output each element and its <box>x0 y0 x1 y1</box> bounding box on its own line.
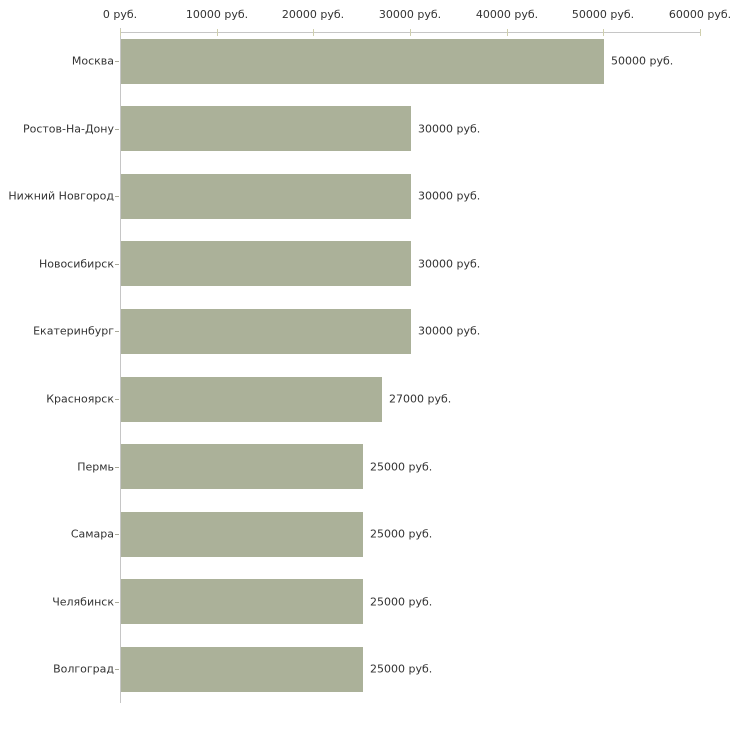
y-axis-line <box>120 28 121 703</box>
value-label: 30000 руб. <box>418 189 481 203</box>
category-tick <box>115 534 119 535</box>
x-axis-tick <box>120 29 121 36</box>
category-tick <box>115 61 119 62</box>
x-axis-tick-label: 40000 руб. <box>475 8 539 21</box>
category-tick <box>115 602 119 603</box>
x-axis-tick <box>700 29 701 36</box>
category-label: Москва <box>71 54 114 68</box>
category-label: Ростов-На-Дону <box>22 122 114 136</box>
category-label: Пермь <box>77 460 114 474</box>
x-axis-tick-label: 10000 руб. <box>185 8 249 21</box>
category-label: Новосибирск <box>38 257 114 271</box>
bar <box>121 444 363 489</box>
category-label: Челябинск <box>52 595 114 609</box>
x-axis-tick-label: 60000 руб. <box>668 8 730 21</box>
category-tick <box>115 129 119 130</box>
bar <box>121 647 363 692</box>
x-axis-tick <box>507 29 508 36</box>
category-tick <box>115 264 119 265</box>
value-label: 30000 руб. <box>418 324 481 338</box>
category-tick <box>115 196 119 197</box>
x-axis-tick-label: 30000 руб. <box>378 8 442 21</box>
category-label: Волгоград <box>53 662 114 676</box>
value-label: 25000 руб. <box>370 460 433 474</box>
x-axis-tick <box>603 29 604 36</box>
x-axis-tick-label: 20000 руб. <box>281 8 345 21</box>
category-tick <box>115 669 119 670</box>
x-axis-tick <box>217 29 218 36</box>
bar <box>121 309 411 354</box>
category-label: Самара <box>70 527 114 541</box>
category-label: Нижний Новгород <box>8 189 114 203</box>
value-label: 30000 руб. <box>418 122 481 136</box>
bar <box>121 579 363 624</box>
value-label: 25000 руб. <box>370 527 433 541</box>
value-label: 50000 руб. <box>611 54 674 68</box>
bar <box>121 377 382 422</box>
value-label: 27000 руб. <box>389 392 452 406</box>
bar <box>121 39 604 84</box>
x-axis-tick <box>410 29 411 36</box>
bar <box>121 174 411 219</box>
category-tick <box>115 331 119 332</box>
x-axis-tick-label: 50000 руб. <box>571 8 635 21</box>
bar <box>121 106 411 151</box>
x-axis-tick-label: 0 руб. <box>102 8 138 21</box>
value-label: 25000 руб. <box>370 662 433 676</box>
bar <box>121 512 363 557</box>
category-label: Екатеринбург <box>33 324 114 338</box>
value-label: 25000 руб. <box>370 595 433 609</box>
value-label: 30000 руб. <box>418 257 481 271</box>
x-axis-tick <box>313 29 314 36</box>
category-tick <box>115 399 119 400</box>
bar <box>121 241 411 286</box>
category-tick <box>115 467 119 468</box>
category-label: Красноярск <box>46 392 114 406</box>
